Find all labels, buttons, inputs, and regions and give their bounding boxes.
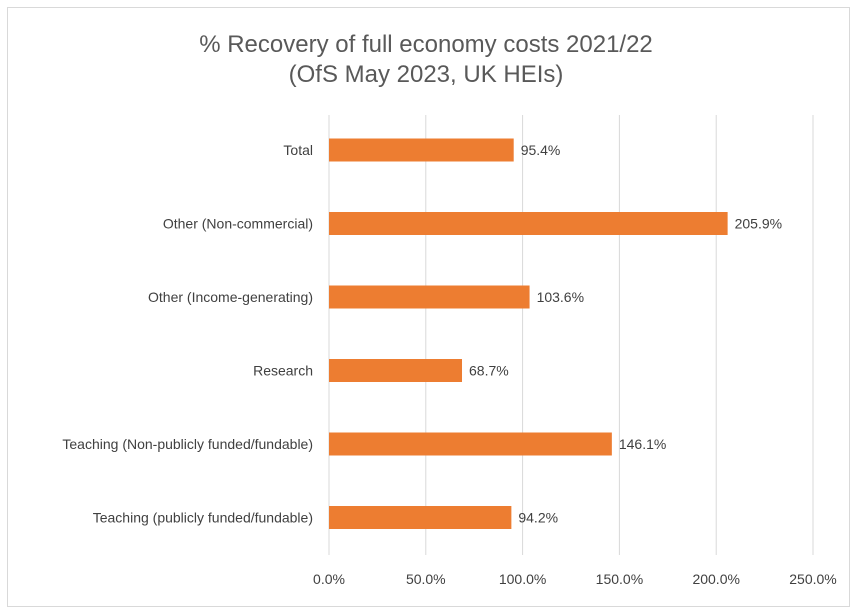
- category-label: Total: [283, 142, 313, 158]
- category-label: Research: [253, 363, 313, 379]
- data-label: 205.9%: [735, 216, 782, 232]
- data-label: 94.2%: [518, 510, 558, 526]
- category-label: Teaching (publicly funded/fundable): [93, 510, 313, 526]
- x-tick-label: 150.0%: [596, 571, 643, 587]
- data-label: 68.7%: [469, 363, 509, 379]
- bar: [329, 285, 530, 309]
- gridlines: [328, 115, 814, 555]
- x-tick-label: 50.0%: [406, 571, 446, 587]
- category-label: Other (Income-generating): [148, 289, 313, 305]
- data-label: 146.1%: [619, 436, 666, 452]
- x-tick-label: 0.0%: [313, 571, 345, 587]
- x-tick-label: 100.0%: [499, 571, 546, 587]
- chart-subtitle: (OfS May 2023, UK HEIs): [289, 61, 564, 88]
- x-tick-labels: 0.0% 50.0% 100.0% 150.0% 200.0% 250.0%: [313, 571, 837, 587]
- data-label: 103.6%: [537, 289, 584, 305]
- x-tick-label: 200.0%: [692, 571, 739, 587]
- chart-title: % Recovery of full economy costs 2021/22: [199, 31, 653, 58]
- category-labels: Total Other (Non-commercial) Other (Income…: [62, 142, 313, 526]
- bar: [329, 432, 612, 456]
- bar: [329, 506, 512, 529]
- x-tick-label: 250.0%: [789, 571, 836, 587]
- bars: [329, 138, 728, 529]
- bar: [329, 212, 728, 235]
- category-label: Teaching (Non-publicly funded/fundable): [62, 436, 313, 452]
- data-labels: 95.4% 205.9% 103.6% 68.7% 146.1% 94.2%: [469, 142, 782, 526]
- category-label: Other (Non-commercial): [163, 216, 313, 232]
- bar: [329, 138, 514, 162]
- data-label: 95.4%: [521, 142, 561, 158]
- bar: [329, 359, 463, 382]
